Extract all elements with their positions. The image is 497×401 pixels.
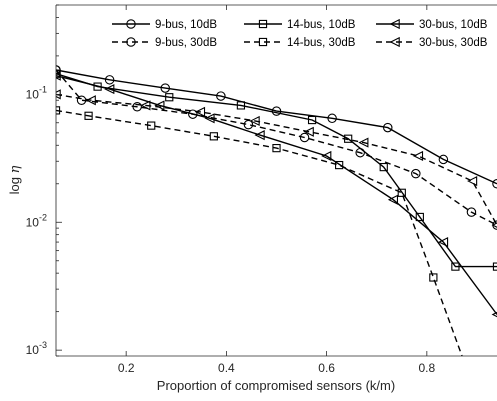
y-tick-label: 10-2 xyxy=(26,212,47,229)
plot-area xyxy=(56,5,497,356)
axis-layer: 0.2 0.4 0.6 0.810-310-210-1 xyxy=(26,4,436,375)
data-point xyxy=(429,273,438,282)
legend: 9-bus, 10dB 14-bus, 10dB 30-bus, 10dB 9-bus… xyxy=(104,10,494,52)
legend-label: 14-bus, 30dB xyxy=(287,37,356,49)
series-line xyxy=(56,75,497,315)
data-point xyxy=(254,130,265,141)
data-point xyxy=(327,113,337,124)
legend-item: 30-bus, 10dB xyxy=(376,18,488,31)
series-3 xyxy=(56,70,497,318)
legend-item: 30-bus, 30dB xyxy=(376,36,488,49)
legend-marker xyxy=(126,19,136,29)
data-point xyxy=(236,101,246,110)
data-point xyxy=(104,84,115,95)
data-point xyxy=(303,126,314,137)
legend-marker xyxy=(126,37,136,47)
legend-item: 9-bus, 30dB xyxy=(112,37,217,49)
data-point xyxy=(165,93,174,102)
legend-marker xyxy=(389,36,400,48)
y-tick-label: 10-3 xyxy=(26,340,47,357)
legend-marker xyxy=(389,18,400,30)
data-point xyxy=(467,175,478,187)
data-point xyxy=(307,115,317,125)
data-point xyxy=(56,70,61,81)
y-tick-label-base: 10 xyxy=(26,87,40,101)
data-point xyxy=(272,144,281,153)
x-tick-label: 0.8 xyxy=(418,361,435,375)
data-point xyxy=(194,106,206,117)
data-point xyxy=(383,122,393,133)
y-axis-title: log η xyxy=(7,165,23,194)
legend-label: 30-bus, 30dB xyxy=(419,37,488,49)
data-point xyxy=(56,65,61,75)
legend-item: 9-bus, 10dB xyxy=(112,19,217,31)
data-point xyxy=(438,154,449,165)
y-tick-label-base: 10 xyxy=(26,343,40,357)
data-point xyxy=(249,115,260,127)
data-point xyxy=(397,188,406,197)
data-point xyxy=(415,212,424,222)
data-point xyxy=(299,132,310,143)
legend-item: 14-bus, 30dB xyxy=(244,37,356,49)
series-line xyxy=(56,109,463,356)
legend-label: 9-bus, 10dB xyxy=(155,19,217,31)
data-point xyxy=(188,109,198,119)
legend-label: 9-bus, 30dB xyxy=(155,37,217,49)
x-tick-label: 0.6 xyxy=(318,361,335,375)
data-point xyxy=(147,121,156,130)
data-point xyxy=(379,162,388,172)
data-point xyxy=(412,150,424,162)
y-tick-label-base: 10 xyxy=(26,215,40,229)
data-point xyxy=(411,168,421,179)
series-layer xyxy=(56,65,497,366)
data-point xyxy=(461,359,468,366)
legend-box xyxy=(104,10,494,52)
legend-item: 14-bus, 10dB xyxy=(244,19,356,31)
legend-marker xyxy=(258,37,268,47)
series-line xyxy=(56,93,497,226)
legend-label: 30-bus, 10dB xyxy=(419,19,488,31)
data-point xyxy=(140,100,151,111)
legend-marker xyxy=(258,19,268,29)
data-point xyxy=(160,83,170,93)
series-line xyxy=(56,73,497,268)
x-tick-label: 0.4 xyxy=(218,361,235,375)
y-tick-label-exponent: -1 xyxy=(39,84,47,94)
data-point xyxy=(85,95,96,106)
data-point xyxy=(335,160,344,170)
data-point xyxy=(104,75,115,85)
data-point xyxy=(387,194,399,205)
legend-label: 14-bus, 10dB xyxy=(287,19,356,31)
series-6 xyxy=(56,89,497,228)
data-point xyxy=(437,236,449,248)
data-point xyxy=(209,132,218,141)
data-point xyxy=(271,106,282,116)
y-axis-title-symbol: η xyxy=(8,165,23,173)
y-tick-label: 10-1 xyxy=(26,84,47,101)
data-point xyxy=(216,91,226,101)
data-point xyxy=(321,150,332,162)
y-tick-label-exponent: -2 xyxy=(39,212,47,222)
data-point xyxy=(466,207,477,217)
data-point xyxy=(493,359,497,366)
data-point xyxy=(451,262,460,271)
x-axis-title: Proportion of compromised sensors (k/m) xyxy=(157,378,395,393)
x-tick-label: 0.2 xyxy=(118,361,135,375)
data-point xyxy=(84,111,93,120)
series-line xyxy=(56,69,497,185)
data-point xyxy=(358,137,369,148)
y-tick-label-exponent: -3 xyxy=(39,340,47,350)
data-point xyxy=(355,147,365,158)
y-axis-title-prefix: log xyxy=(7,173,22,194)
data-point xyxy=(132,102,142,112)
